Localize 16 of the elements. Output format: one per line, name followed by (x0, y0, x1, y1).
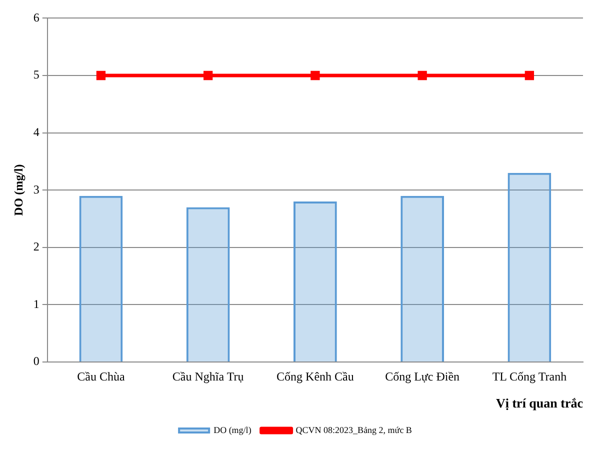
y-tick-label: 4 (33, 124, 40, 139)
x-tick-label: Cầu Nghĩa Trụ (172, 369, 244, 384)
y-tick-label: 0 (33, 354, 40, 368)
x-tick-label: Cống Kênh Cầu (276, 369, 354, 384)
y-tick-label: 5 (33, 68, 40, 82)
x-tick-label: Cầu Chùa (77, 369, 126, 384)
legend-label: QCVN 08:2023_Bảng 2, mức B (296, 424, 412, 435)
y-tick-label: 1 (33, 296, 40, 311)
y-tick-label: 6 (33, 10, 40, 24)
y-tick-label: 3 (33, 182, 40, 196)
x-axis-title: Vị trí quan trắc (496, 396, 584, 411)
y-tick-label: 2 (33, 240, 40, 254)
x-tick-label: Cống Lực Điền (385, 369, 460, 384)
y-axis-title: DO (mg/l) (11, 164, 26, 216)
x-tick-label: TL Cống Tranh (492, 369, 567, 384)
legend-label: DO (mg/l) (214, 424, 252, 435)
